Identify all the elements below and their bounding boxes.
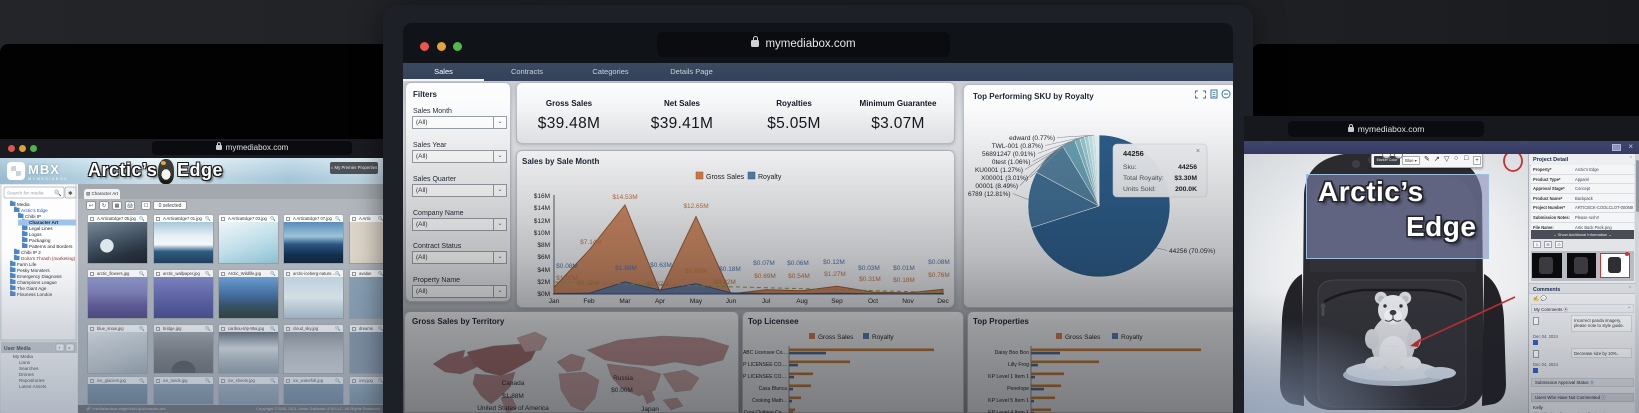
svg-text:$0.08M: $0.08M <box>556 263 578 270</box>
svg-text:Top Performing SKU by Royalty: Top Performing SKU by Royalty <box>973 92 1094 101</box>
svg-text:$1.07M: $1.07M <box>556 275 578 282</box>
svg-text:$0.69M: $0.69M <box>754 273 776 280</box>
svg-text:$0.31M: $0.31M <box>859 276 881 283</box>
svg-text:$3.30M: $3.30M <box>1174 175 1197 182</box>
svg-text:United States of America: United States of America <box>477 405 549 412</box>
svg-text:Daisy Boo Boo: Daisy Boo Boo <box>995 350 1029 356</box>
svg-text:6789 (12.81%): 6789 (12.81%) <box>968 191 1011 198</box>
svg-text:$0.63M: $0.63M <box>650 262 672 269</box>
svg-text:TWL-001 (0.87%): TWL-001 (0.87%) <box>992 143 1043 150</box>
svg-text:Gross Sales: Gross Sales <box>706 174 745 181</box>
svg-text:KU0001 (1.27%): KU0001 (1.27%) <box>975 167 1023 174</box>
svg-text:44256: 44256 <box>1178 164 1197 171</box>
svg-text:200.0K: 200.0K <box>1175 186 1197 193</box>
svg-text:$0.18M: $0.18M <box>893 277 915 284</box>
svg-text:Mar: Mar <box>619 298 631 305</box>
svg-text:Royalty: Royalty <box>1121 334 1143 341</box>
svg-text:56891247 (0.91%): 56891247 (0.91%) <box>982 151 1036 158</box>
svg-text:Top Licensee: Top Licensee <box>748 317 799 326</box>
svg-text:$8M: $8M <box>537 242 550 249</box>
svg-text:$0.07M: $0.07M <box>753 260 775 267</box>
svg-text:Nov: Nov <box>902 298 914 305</box>
svg-text:$7.14M: $7.14M <box>580 239 602 246</box>
svg-text:$6M: $6M <box>537 254 550 261</box>
svg-text:Dec: Dec <box>937 298 949 305</box>
svg-text:ABC Licensee Co....: ABC Licensee Co.... <box>743 350 788 356</box>
svg-text:X00001 (3.01%): X00001 (3.01%) <box>981 175 1028 182</box>
svg-text:$0.01M: $0.01M <box>893 265 915 272</box>
svg-text:Cooking Math...: Cooking Math... <box>752 398 787 404</box>
svg-text:×: × <box>1196 148 1200 155</box>
svg-text:44256 (70.05%): 44256 (70.05%) <box>1169 248 1215 255</box>
svg-text:Total Royalty:: Total Royalty: <box>1123 175 1164 182</box>
svg-text:KP Level 1 Item 1: KP Level 1 Item 1 <box>988 374 1029 380</box>
svg-text:$0M: $0M <box>537 291 550 298</box>
svg-text:$14.53M: $14.53M <box>612 194 637 201</box>
svg-text:$1.68M: $1.68M <box>685 268 707 275</box>
svg-text:$0.18M: $0.18M <box>719 266 741 273</box>
svg-text:Top Properties: Top Properties <box>973 317 1029 326</box>
svg-text:$0.08M: $0.08M <box>928 259 950 266</box>
svg-text:Sales by Sale Month: Sales by Sale Month <box>522 157 599 166</box>
svg-text:0test (1.06%): 0test (1.06%) <box>992 159 1031 166</box>
svg-text:$0.03M: $0.03M <box>858 265 880 272</box>
svg-text:$2M: $2M <box>537 279 550 286</box>
svg-text:$0.02M: $0.02M <box>714 279 736 286</box>
svg-text:Sep: Sep <box>831 298 843 305</box>
svg-text:Casa Blanca: Casa Blanca <box>759 386 788 392</box>
svg-text:$0.06M: $0.06M <box>787 260 809 267</box>
svg-text:$0.54M: $0.54M <box>788 273 810 280</box>
svg-text:$12.65M: $12.65M <box>683 203 708 210</box>
svg-text:$0.12M: $0.12M <box>823 259 845 266</box>
svg-text:$12M: $12M <box>534 218 550 225</box>
svg-text:Russia: Russia <box>613 375 633 382</box>
svg-text:Units Sold:: Units Sold: <box>1123 186 1156 193</box>
svg-text:edward (0.77%): edward (0.77%) <box>1009 135 1055 142</box>
svg-text:KP Level 5 Item 1: KP Level 5 Item 1 <box>988 398 1029 404</box>
svg-text:Aug: Aug <box>796 298 808 305</box>
svg-text:$1.88M: $1.88M <box>502 393 524 400</box>
svg-text:$4M: $4M <box>537 267 550 274</box>
svg-text:Jul: Jul <box>762 298 771 305</box>
svg-text:$0.76M: $0.76M <box>928 272 950 279</box>
svg-text:KP LICENSEE CO....: KP LICENSEE CO.... <box>743 374 787 380</box>
svg-text:Penelope: Penelope <box>1007 386 1029 392</box>
svg-text:$16M: $16M <box>534 193 550 200</box>
svg-text:Sku:: Sku: <box>1123 164 1137 171</box>
svg-text:$0.37M: $0.37M <box>647 281 669 288</box>
svg-text:Gross Sales by Territory: Gross Sales by Territory <box>412 317 505 326</box>
svg-text:00001 (8.49%): 00001 (8.49%) <box>975 183 1018 190</box>
svg-text:$0.00M: $0.00M <box>611 387 633 394</box>
svg-text:Apr: Apr <box>655 298 666 305</box>
svg-text:$0.12M: $0.12M <box>577 280 599 287</box>
svg-text:Jun: Jun <box>726 298 737 305</box>
svg-text:$1.27M: $1.27M <box>824 271 846 278</box>
svg-text:Gross Sales: Gross Sales <box>818 334 854 341</box>
svg-text:Royalty: Royalty <box>872 334 894 341</box>
svg-text:KP LICENSEE CO....: KP LICENSEE CO.... <box>743 362 787 368</box>
svg-text:$10M: $10M <box>534 230 550 237</box>
svg-text:Royalty: Royalty <box>758 174 782 181</box>
svg-text:May: May <box>690 298 703 305</box>
svg-text:Jan: Jan <box>549 298 560 305</box>
svg-text:$1.98M: $1.98M <box>615 265 637 272</box>
svg-text:44256: 44256 <box>1123 149 1144 158</box>
svg-text:Lilly Frog: Lilly Frog <box>1008 362 1029 368</box>
svg-text:Feb: Feb <box>583 298 595 305</box>
svg-text:$14M: $14M <box>534 205 550 212</box>
svg-text:Japan: Japan <box>641 406 659 413</box>
svg-text:Gross Sales: Gross Sales <box>1065 334 1101 341</box>
svg-text:Canada: Canada <box>502 380 525 387</box>
svg-text:Oct: Oct <box>868 298 878 305</box>
